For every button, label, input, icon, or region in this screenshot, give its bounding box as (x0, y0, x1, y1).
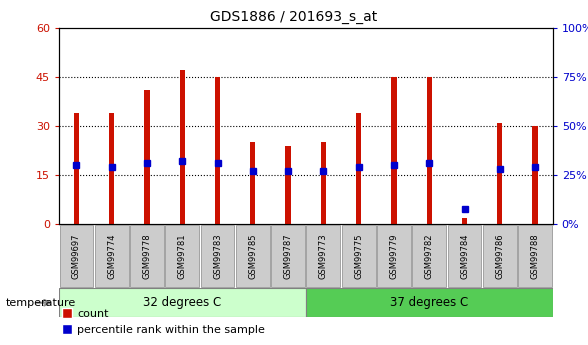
Bar (497, 123, 502, 224)
Text: GSM99773: GSM99773 (319, 233, 328, 279)
FancyBboxPatch shape (342, 225, 376, 287)
Text: GSM99779: GSM99779 (389, 234, 399, 279)
FancyBboxPatch shape (130, 225, 164, 287)
Bar (462, 218, 467, 224)
Bar (179, 70, 185, 224)
Text: GSM99788: GSM99788 (530, 233, 540, 279)
Bar (215, 77, 220, 224)
Bar (391, 77, 396, 224)
Bar (250, 142, 255, 224)
FancyBboxPatch shape (236, 225, 270, 287)
Bar (285, 146, 290, 224)
Bar (426, 77, 432, 224)
Text: GSM99781: GSM99781 (178, 234, 187, 279)
Bar (532, 126, 537, 224)
Bar (356, 113, 361, 224)
FancyBboxPatch shape (59, 288, 306, 317)
FancyBboxPatch shape (201, 225, 235, 287)
Text: GSM99785: GSM99785 (248, 234, 258, 279)
Text: GSM99787: GSM99787 (283, 233, 293, 279)
Text: 32 degrees C: 32 degrees C (143, 296, 222, 309)
FancyBboxPatch shape (306, 288, 553, 317)
Text: GDS1886 / 201693_s_at: GDS1886 / 201693_s_at (211, 10, 377, 24)
Legend: count, percentile rank within the sample: count, percentile rank within the sample (58, 305, 270, 339)
FancyBboxPatch shape (306, 225, 340, 287)
Text: GSM99774: GSM99774 (107, 234, 116, 279)
Text: GSM99782: GSM99782 (425, 234, 434, 279)
Bar (144, 90, 149, 224)
Bar (74, 113, 79, 224)
FancyBboxPatch shape (377, 225, 411, 287)
Text: GSM99786: GSM99786 (495, 233, 505, 279)
Text: GSM99697: GSM99697 (72, 234, 81, 279)
FancyBboxPatch shape (95, 225, 129, 287)
FancyBboxPatch shape (518, 225, 552, 287)
Text: GSM99784: GSM99784 (460, 234, 469, 279)
Text: GSM99783: GSM99783 (213, 233, 222, 279)
FancyBboxPatch shape (59, 225, 93, 287)
Bar (320, 142, 326, 224)
FancyBboxPatch shape (271, 225, 305, 287)
FancyBboxPatch shape (165, 225, 199, 287)
Text: temperature: temperature (6, 298, 76, 308)
Text: GSM99778: GSM99778 (142, 233, 152, 279)
Bar (109, 113, 114, 224)
FancyBboxPatch shape (483, 225, 517, 287)
FancyBboxPatch shape (412, 225, 446, 287)
FancyBboxPatch shape (447, 225, 482, 287)
Text: GSM99775: GSM99775 (354, 234, 363, 279)
Text: 37 degrees C: 37 degrees C (390, 296, 469, 309)
